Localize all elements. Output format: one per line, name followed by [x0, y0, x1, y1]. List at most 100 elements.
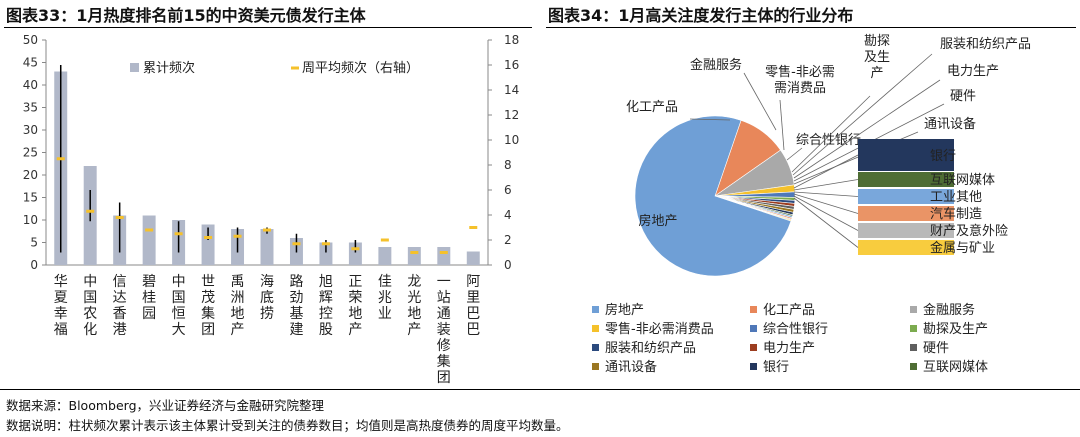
pie-callout-label: 综合性银行 — [796, 133, 861, 148]
bottom-legend-swatch — [750, 325, 757, 332]
x-tick-label-char: 路 — [289, 274, 303, 290]
legend-label-avg: 周平均频次（右轴） — [302, 60, 419, 76]
bottom-legend-label: 互联网媒体 — [923, 360, 988, 375]
x-tick-label-char: 香 — [113, 306, 127, 322]
pie-callout-label: 化工产品 — [626, 100, 678, 115]
pie-callout-label: 服装和纺织产品 — [940, 37, 1031, 52]
pie-leader-line — [786, 147, 803, 161]
pie-leader-line — [793, 79, 941, 179]
x-tick-label-char: 佳 — [378, 274, 392, 290]
bottom-legend-swatch — [750, 363, 757, 370]
title-underline-left — [4, 27, 532, 28]
bar-cumulative — [142, 215, 156, 265]
x-tick-label-char: 世 — [201, 274, 215, 290]
bottom-legend-swatch — [910, 363, 917, 370]
x-tick-label-char: 龙 — [407, 274, 421, 290]
bottom-legend-label: 勘探及生产 — [923, 322, 988, 337]
title-underline-right — [546, 27, 1076, 28]
bottom-legend-label: 化工产品 — [763, 303, 815, 318]
bar-cumulative — [319, 242, 333, 265]
x-tick-label-char: 一 — [437, 274, 451, 290]
x-tick-label-char: 达 — [113, 290, 127, 306]
pie-leader-line — [779, 99, 785, 151]
x-tick-label-char: 阿 — [466, 274, 480, 290]
bottom-legend-label: 综合性银行 — [763, 322, 828, 337]
side-legend-label: 财产及意外险 — [930, 223, 1008, 239]
side-legend-swatch — [858, 223, 954, 238]
bottom-legend-swatch — [910, 306, 917, 313]
x-tick-label-char: 股 — [319, 322, 333, 338]
pie-leader-line — [689, 118, 731, 121]
x-tick-label-char: 地 — [407, 306, 421, 322]
right-y-tick-label: 16 — [504, 58, 519, 72]
footnote-note: 数据说明：柱状频次累计表示该主体累计受到关注的债券数目；均值则是高热度债券的周度… — [6, 418, 569, 433]
x-tick-label-char: 业 — [378, 306, 392, 322]
x-tick-label-char: 荣 — [348, 290, 362, 306]
x-tick-label-char: 产 — [407, 322, 421, 338]
side-legend-label: 工业其他 — [930, 190, 982, 205]
left-y-tick-label: 20 — [23, 168, 38, 182]
left-y-tick-label: 0 — [30, 258, 38, 272]
left-y-tick-label: 40 — [23, 78, 38, 92]
pie-callout-label: 房地产 — [638, 213, 677, 229]
x-tick-label-char: 集 — [437, 353, 451, 370]
footnote-rule — [0, 389, 1080, 390]
x-tick-label-char: 桂 — [142, 290, 156, 306]
x-tick-label-char: 控 — [319, 306, 333, 322]
x-tick-label-char: 园 — [142, 306, 156, 322]
bottom-legend-label: 服装和纺织产品 — [605, 341, 696, 356]
x-tick-label-char: 里 — [466, 290, 480, 306]
x-tick-label-char: 捞 — [260, 306, 274, 322]
x-tick-label-char: 信 — [113, 274, 127, 290]
pie-callout-label: 金融服务 — [690, 57, 742, 73]
x-tick-label-char: 农 — [83, 306, 97, 322]
bottom-legend-label: 零售-非必需消费品 — [605, 321, 714, 337]
bottom-legend-label: 硬件 — [923, 341, 949, 356]
x-tick-label-char: 兆 — [378, 290, 392, 306]
x-tick-label-char: 禹 — [231, 274, 245, 290]
bottom-legend-swatch — [910, 325, 917, 332]
left-y-tick-label: 50 — [23, 33, 38, 47]
pie-leader-line — [791, 95, 871, 173]
left-y-tick-label: 35 — [23, 101, 38, 115]
x-tick-label-char: 国 — [172, 290, 186, 306]
bar-cumulative — [378, 247, 392, 265]
right-y-tick-label: 0 — [504, 258, 512, 272]
bottom-legend-swatch — [910, 344, 917, 351]
x-tick-label-char: 集 — [201, 305, 215, 322]
side-legend-swatch — [858, 240, 954, 255]
x-tick-label-char: 地 — [348, 306, 362, 322]
x-tick-label-char: 碧 — [142, 274, 156, 290]
x-tick-label-char: 福 — [54, 322, 68, 338]
side-legend-swatch — [858, 189, 954, 204]
x-tick-label-char: 幸 — [54, 306, 68, 322]
x-tick-label-char: 中 — [83, 274, 97, 290]
side-legend-swatch — [858, 139, 954, 171]
x-tick-label-char: 大 — [172, 322, 186, 338]
pie-callout-label: 及生 — [864, 50, 890, 65]
x-tick-label-char: 光 — [407, 290, 421, 306]
x-tick-label-char: 正 — [348, 274, 362, 290]
x-tick-label-char: 巴 — [466, 322, 480, 338]
right-y-tick-label: 2 — [504, 233, 512, 247]
x-tick-label-char: 夏 — [54, 290, 68, 306]
bottom-legend-swatch — [592, 363, 599, 370]
side-legend-label: 银行 — [930, 149, 956, 164]
pie-callout-label: 产 — [870, 66, 883, 81]
x-tick-label-char: 化 — [83, 322, 97, 338]
x-tick-label-char: 通 — [437, 306, 451, 322]
bottom-legend-swatch — [750, 306, 757, 313]
left-chart-title: 图表33：1月热度排名前15的中资美元债发行主体 — [6, 6, 366, 25]
left-y-tick-label: 25 — [23, 146, 38, 160]
side-legend-swatch — [858, 206, 954, 221]
bottom-legend-swatch — [750, 344, 757, 351]
legend-swatch-cumulative — [130, 63, 139, 72]
pie-callout-label: 通讯设备 — [924, 116, 976, 132]
bar-cumulative — [437, 247, 451, 265]
x-tick-label-char: 国 — [83, 290, 97, 306]
footnote-source: 数据来源：Bloomberg，兴业证券经济与金融研究院整理 — [6, 398, 325, 413]
pie-leader-line — [793, 195, 859, 231]
x-tick-label-char: 产 — [231, 322, 245, 338]
